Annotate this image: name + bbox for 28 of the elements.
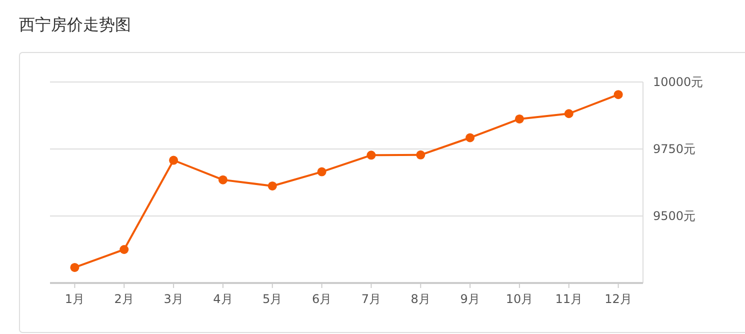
point bbox=[317, 167, 326, 176]
xtick: 12月 bbox=[604, 292, 632, 306]
xtick: 4月 bbox=[213, 292, 233, 306]
xtick: 11月 bbox=[555, 292, 583, 306]
xtick: 10月 bbox=[506, 292, 534, 306]
point bbox=[70, 262, 80, 272]
point bbox=[218, 175, 228, 184]
ytick: 10000元 bbox=[653, 75, 704, 89]
point bbox=[366, 150, 376, 160]
xtick: 8月 bbox=[410, 292, 430, 306]
xtick: 2月 bbox=[114, 292, 134, 306]
title: 西宁房价走势图 bbox=[19, 15, 131, 34]
point bbox=[614, 90, 623, 100]
point bbox=[416, 150, 426, 160]
point bbox=[268, 181, 277, 190]
point bbox=[514, 114, 524, 124]
xtick: 7月 bbox=[361, 292, 382, 306]
ytick: 9500元 bbox=[653, 209, 696, 223]
point bbox=[466, 133, 475, 142]
xtick: 6月 bbox=[312, 292, 332, 306]
ytick: 9750元 bbox=[653, 142, 696, 156]
xtick: 1月 bbox=[64, 292, 85, 306]
xtick: 5月 bbox=[262, 292, 282, 306]
point bbox=[169, 156, 178, 165]
xtick: 3月 bbox=[164, 292, 184, 306]
point bbox=[564, 109, 574, 118]
point bbox=[120, 245, 129, 254]
xtick: 9月 bbox=[460, 292, 480, 306]
